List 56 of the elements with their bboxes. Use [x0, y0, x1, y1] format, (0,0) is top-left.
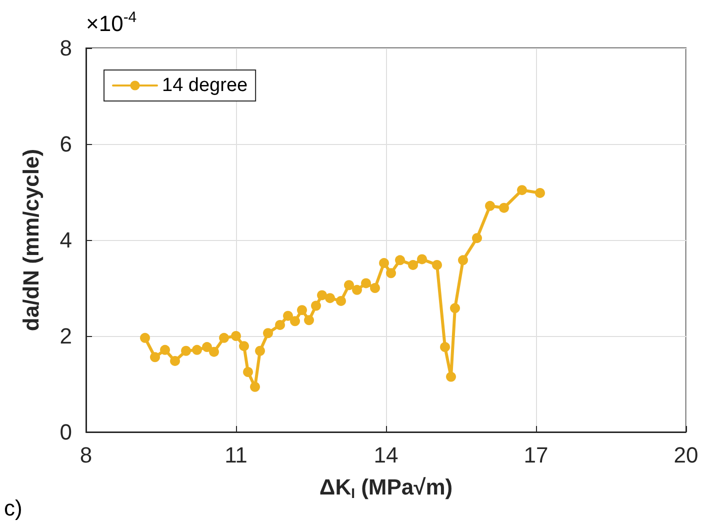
point	[379, 258, 389, 268]
x-tick-label: 11	[224, 442, 248, 468]
point	[352, 284, 362, 295]
point	[485, 200, 495, 211]
point	[344, 280, 354, 290]
y-tick-label: 6	[60, 132, 72, 156]
point	[408, 260, 418, 270]
point	[192, 344, 202, 355]
legend-label: 14 degree	[162, 75, 248, 96]
point	[395, 255, 405, 266]
point	[263, 328, 273, 338]
x-tick-label: 17	[524, 442, 548, 468]
y-axis-title: da/dN (mm/cycle)	[18, 148, 44, 332]
point	[499, 202, 509, 213]
x-tick-label: 20	[674, 442, 698, 468]
point	[283, 310, 293, 321]
point	[160, 344, 170, 355]
x-tick-label: 14	[374, 442, 398, 468]
point	[336, 296, 346, 306]
point	[239, 341, 249, 352]
point	[472, 233, 482, 244]
y-tick-label: 8	[60, 36, 72, 60]
y-tick-label: 2	[60, 324, 72, 348]
point	[417, 254, 427, 264]
point	[231, 331, 241, 341]
point	[202, 342, 212, 352]
point	[243, 367, 253, 377]
point	[458, 255, 468, 266]
point	[140, 332, 150, 343]
point	[317, 290, 327, 300]
y-tick-label: 0	[60, 420, 72, 444]
point	[311, 300, 321, 311]
point	[432, 260, 442, 270]
point	[255, 346, 265, 356]
point	[181, 346, 191, 356]
point	[250, 382, 260, 392]
text: c)	[4, 496, 22, 520]
point	[446, 372, 456, 382]
point	[304, 315, 314, 326]
point	[517, 185, 527, 196]
point	[440, 342, 450, 352]
point	[297, 305, 307, 316]
point	[386, 268, 396, 278]
point	[275, 320, 285, 330]
point	[290, 316, 300, 326]
point	[150, 352, 160, 362]
point	[370, 283, 380, 293]
point	[325, 293, 335, 304]
point	[450, 303, 460, 314]
point	[170, 356, 180, 366]
point	[361, 278, 371, 288]
point	[219, 332, 229, 343]
y-tick-label: 4	[60, 228, 72, 252]
point	[535, 188, 545, 198]
x-tick-label: 8	[80, 442, 92, 468]
point	[209, 346, 219, 357]
